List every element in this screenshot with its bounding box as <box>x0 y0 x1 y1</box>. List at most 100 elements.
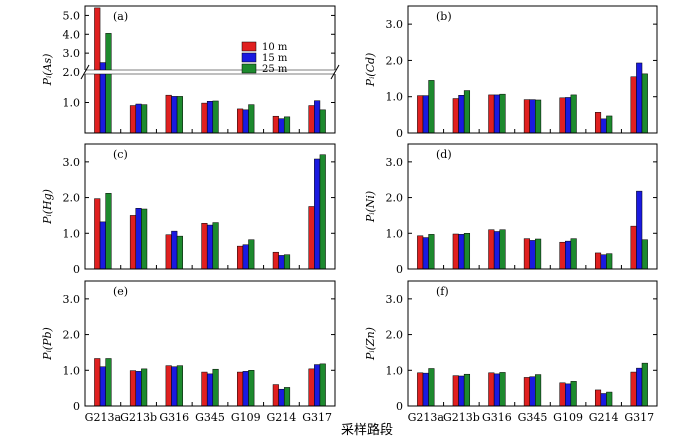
y-tick-label: 3.0 <box>386 18 404 31</box>
x-tick-label: G213a <box>85 411 122 424</box>
bar <box>212 100 219 134</box>
x-tick-label: G214 <box>267 411 297 424</box>
bar <box>237 108 244 134</box>
bar <box>99 366 106 407</box>
bar <box>94 198 101 270</box>
y-tick-label: 1.0 <box>386 91 404 104</box>
y-axis-label: Pᵢ(Cd) <box>364 53 377 88</box>
bar <box>641 362 648 407</box>
bar <box>272 251 279 270</box>
bar <box>529 99 536 134</box>
y-tick-label: 2.0 <box>63 329 81 342</box>
bar <box>105 33 112 134</box>
panel-label: (d) <box>436 148 452 161</box>
bar <box>535 238 542 270</box>
y-tick-label: 0 <box>396 263 403 276</box>
panel-e: 0 1.0 2.0 3.0 G213a G213b G316 G345 G109 G214 G317… <box>41 280 336 424</box>
bar <box>565 240 572 270</box>
y-tick-label: 3.0 <box>386 293 404 306</box>
y-tick-label: 2.0 <box>63 66 81 79</box>
bar <box>499 229 506 270</box>
axis-break-mark <box>80 64 90 80</box>
panel-a: 1.0 2.0 3.0 4.0 5.0 (a) Pᵢ(As) 10 m15 m25 m <box>41 5 340 134</box>
bar <box>570 381 577 407</box>
plot-frame <box>407 280 658 407</box>
bar <box>417 95 424 134</box>
bar <box>278 255 285 270</box>
x-axis-title: 采样路段 <box>341 422 393 438</box>
legend-swatch <box>241 63 257 74</box>
bar <box>606 115 613 134</box>
bar <box>135 208 142 270</box>
y-tick-label: 2.0 <box>386 54 404 67</box>
y-tick-label: 3.0 <box>63 156 81 169</box>
bar <box>141 208 148 270</box>
bar <box>493 373 500 407</box>
bar <box>242 109 249 134</box>
plot-frame <box>407 143 658 270</box>
bar <box>248 104 255 134</box>
bar <box>165 365 172 407</box>
bar <box>641 73 648 134</box>
bar <box>242 371 249 407</box>
bar <box>283 254 291 270</box>
bar <box>493 231 500 270</box>
bar <box>242 244 249 270</box>
bar <box>278 118 285 134</box>
bar <box>201 102 208 134</box>
y-tick-label: 3.0 <box>386 156 404 169</box>
bar <box>594 389 602 407</box>
bar <box>565 97 572 134</box>
y-tick-label: 1.0 <box>63 97 81 110</box>
x-tick-label: G213b <box>443 411 480 424</box>
axis-break-mark <box>330 64 340 80</box>
y-tick-label: 2.0 <box>386 192 404 205</box>
bar <box>135 371 142 407</box>
y-axis-label: Pᵢ(Pb) <box>41 327 54 361</box>
bar <box>99 221 106 270</box>
bar <box>212 222 219 270</box>
y-axis-label: Pᵢ(Zn) <box>364 327 377 361</box>
bar <box>308 368 315 407</box>
bar <box>606 391 613 407</box>
bar <box>129 105 137 134</box>
legend-label: 25 m <box>262 64 288 75</box>
y-tick-label: 0 <box>396 127 403 140</box>
bar <box>600 118 607 134</box>
axis-break-gap <box>84 70 336 74</box>
bar <box>452 233 459 270</box>
bar <box>171 96 178 134</box>
bar <box>105 193 112 270</box>
plot-frame <box>84 280 336 407</box>
bar <box>523 99 530 134</box>
bar <box>308 105 315 134</box>
bar <box>308 206 315 270</box>
y-tick-label: 2.0 <box>63 192 81 205</box>
bar <box>493 94 500 134</box>
bar <box>206 373 214 407</box>
panel-label: (e) <box>113 285 128 298</box>
bar <box>463 233 471 270</box>
y-tick-label: 1.0 <box>63 227 81 240</box>
panel-label: (c) <box>113 148 128 161</box>
legend: 10 m15 m25 m <box>241 41 288 75</box>
bar <box>488 94 495 134</box>
bar <box>535 374 542 407</box>
panel-label: (b) <box>436 10 452 23</box>
bar <box>428 80 435 134</box>
panel-c: 0 1.0 2.0 3.0 (c) Pᵢ(Hg) <box>41 143 336 276</box>
bar <box>594 252 602 270</box>
legend-swatch <box>241 41 257 52</box>
bar <box>171 366 178 407</box>
x-tick-label: G345 <box>518 411 548 424</box>
bar <box>463 90 471 134</box>
bar <box>422 372 429 407</box>
x-tick-label: G213a <box>408 411 445 424</box>
bar <box>559 382 566 407</box>
bar <box>428 368 435 407</box>
y-tick-label: 4.0 <box>63 28 81 41</box>
bar <box>314 158 321 270</box>
panel-b: 0 1.0 2.0 3.0 (b) Pᵢ(Cd) <box>364 5 658 140</box>
